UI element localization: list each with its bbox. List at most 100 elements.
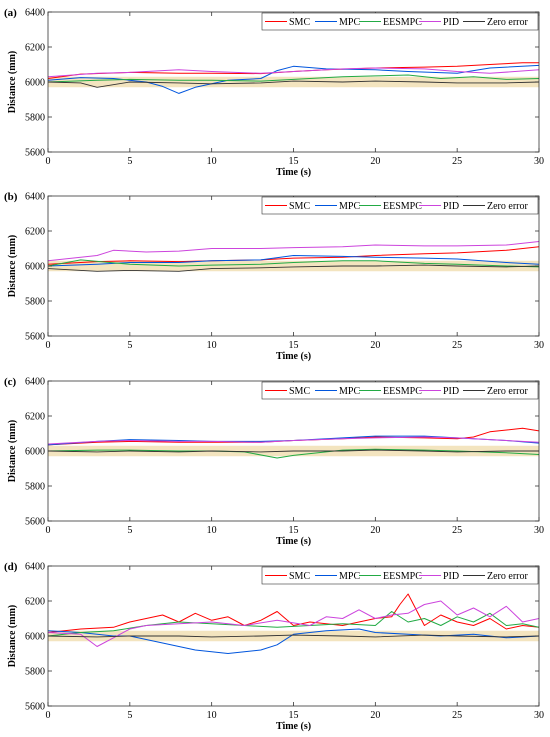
legend: SMC MPC EESMPC PID Zero error — [261, 196, 539, 215]
legend-entry: SMC — [289, 571, 310, 582]
legend: SMC MPC EESMPC PID Zero error — [261, 566, 539, 585]
legend-entry: SMC — [289, 17, 310, 28]
y-tick-label: 5800 — [25, 482, 45, 493]
y-tick-label: 6200 — [25, 412, 45, 423]
chart-panel-1: 0 5 10 15 20 25 30 5600 5800 6000 6200 6400 Time (s)… — [4, 7, 544, 178]
x-tick-label: 15 — [289, 710, 299, 721]
y-axis-label: Distance (mm) — [7, 235, 18, 297]
legend-entry: MPC — [339, 17, 360, 28]
x-tick-label: 30 — [534, 710, 544, 721]
x-tick-label: 25 — [452, 710, 462, 721]
x-axis-label: Time (s) — [276, 536, 311, 547]
legend-box — [261, 566, 539, 585]
legend-box — [261, 196, 539, 215]
series-line-pid — [48, 241, 539, 262]
y-axis-label: Distance (mm) — [7, 420, 18, 482]
x-axis-label: Time (s) — [276, 351, 311, 362]
series-line-zero-error — [48, 264, 539, 272]
series-line-eesmpc — [48, 448, 539, 459]
series-line-zero-error — [48, 80, 539, 88]
x-tick-label: 15 — [289, 525, 299, 536]
x-tick-label: 5 — [127, 710, 132, 721]
tolerance-band — [48, 260, 539, 272]
y-tick-label: 6200 — [25, 227, 45, 238]
y-axis-label: Distance (mm) — [7, 51, 18, 113]
legend-entry: SMC — [289, 386, 310, 397]
tolerance-band — [48, 630, 539, 642]
legend-entry: Zero error — [487, 571, 528, 582]
legend-entry: MPC — [339, 386, 360, 397]
x-tick-label: 15 — [289, 156, 299, 167]
x-tick-label: 20 — [370, 710, 380, 721]
y-tick-label: 5800 — [25, 113, 45, 124]
legend: SMC MPC EESMPC PID Zero error — [261, 381, 539, 400]
y-tick-label: 5600 — [25, 517, 45, 528]
series-line-eesmpc — [48, 611, 539, 637]
legend-entry: PID — [443, 17, 459, 28]
x-tick-label: 10 — [207, 340, 217, 351]
y-tick-label: 6400 — [25, 8, 45, 19]
panel-label: (d) — [4, 561, 18, 573]
series-line-mpc — [48, 64, 539, 94]
series-line-smc — [48, 427, 539, 446]
x-tick-label: 25 — [452, 340, 462, 351]
x-tick-label: 0 — [46, 525, 51, 536]
legend-entry: Zero error — [487, 17, 528, 28]
legend-entry: EESMPC — [383, 201, 422, 212]
y-tick-label: 6200 — [25, 43, 45, 54]
x-tick-label: 0 — [46, 710, 51, 721]
chart-panel-3: 0 5 10 15 20 25 30 5600 5800 6000 6200 6400 Time (s)… — [4, 376, 544, 547]
legend-entry: EESMPC — [383, 571, 422, 582]
legend-entry: SMC — [289, 201, 310, 212]
series-line-mpc — [48, 255, 539, 267]
x-axis-label: Time (s) — [276, 167, 311, 178]
legend-entry: PID — [443, 571, 459, 582]
x-tick-label: 5 — [127, 156, 132, 167]
legend-entry: Zero error — [487, 201, 528, 212]
panel-label: (a) — [4, 7, 17, 19]
y-tick-label: 5800 — [25, 297, 45, 308]
y-tick-label: 6000 — [25, 447, 45, 458]
x-tick-label: 5 — [127, 340, 132, 351]
legend-entry: MPC — [339, 201, 360, 212]
legend-entry: EESMPC — [383, 17, 422, 28]
y-tick-label: 5600 — [25, 332, 45, 343]
y-tick-label: 6400 — [25, 192, 45, 203]
series-line-eesmpc — [48, 259, 539, 268]
x-tick-label: 10 — [207, 156, 217, 167]
y-axis-label: Distance (mm) — [7, 605, 18, 667]
legend-box — [261, 12, 539, 31]
series-line-pid — [48, 67, 539, 78]
panel-label: (c) — [4, 376, 17, 388]
series-line-zero-error — [48, 449, 539, 453]
x-tick-label: 20 — [370, 156, 380, 167]
panel-label: (b) — [4, 191, 18, 203]
y-tick-label: 6000 — [25, 632, 45, 643]
legend-entry: PID — [443, 386, 459, 397]
x-tick-label: 20 — [370, 525, 380, 536]
y-tick-label: 6200 — [25, 597, 45, 608]
series-line-pid — [48, 600, 539, 647]
y-tick-label: 5600 — [25, 702, 45, 713]
series-line-smc — [48, 246, 539, 265]
tolerance-band — [48, 76, 539, 88]
x-tick-label: 30 — [534, 340, 544, 351]
x-tick-label: 30 — [534, 525, 544, 536]
legend-entry: PID — [443, 201, 459, 212]
legend: SMC MPC EESMPC PID Zero error — [261, 12, 539, 31]
legend-entry: Zero error — [487, 386, 528, 397]
x-tick-label: 10 — [207, 525, 217, 536]
x-tick-label: 25 — [452, 525, 462, 536]
chart-panel-2: 0 5 10 15 20 25 30 5600 5800 6000 6200 6400 Time (s)… — [4, 191, 544, 362]
series-line-eesmpc — [48, 74, 539, 83]
x-axis-label: Time (s) — [276, 721, 311, 732]
x-tick-label: 0 — [46, 340, 51, 351]
y-tick-label: 5600 — [25, 148, 45, 159]
y-tick-label: 5800 — [25, 667, 45, 678]
y-tick-label: 6400 — [25, 562, 45, 573]
series-line-pid — [48, 436, 539, 445]
x-tick-label: 0 — [46, 156, 51, 167]
x-tick-label: 30 — [534, 156, 544, 167]
chart-panel-4: 0 5 10 15 20 25 30 5600 5800 6000 6200 6400 Time (s)… — [4, 561, 544, 732]
